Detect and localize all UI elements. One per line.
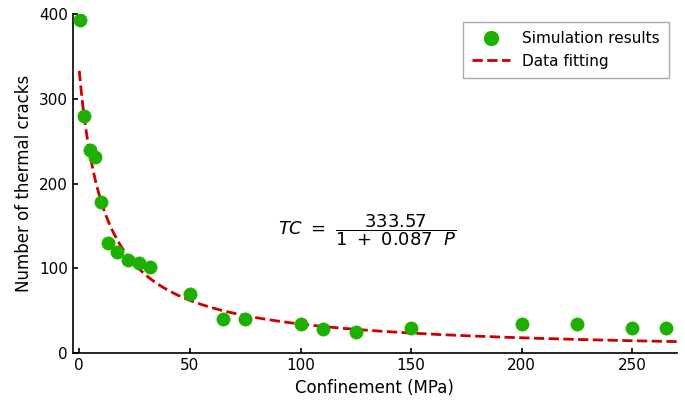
Point bbox=[123, 257, 134, 263]
Point bbox=[406, 324, 416, 331]
Point bbox=[184, 290, 195, 297]
Legend: Simulation results, Data fitting: Simulation results, Data fitting bbox=[462, 22, 669, 78]
Point bbox=[96, 199, 107, 206]
Point bbox=[89, 153, 100, 160]
Point bbox=[75, 17, 86, 24]
Point bbox=[134, 259, 145, 266]
Point bbox=[218, 316, 229, 323]
Point bbox=[103, 240, 114, 246]
Point bbox=[571, 320, 582, 327]
Y-axis label: Number of thermal cracks: Number of thermal cracks bbox=[15, 75, 33, 292]
Point bbox=[627, 324, 638, 331]
Point bbox=[112, 248, 123, 255]
Point bbox=[240, 316, 251, 323]
Point bbox=[78, 113, 89, 119]
Text: $\mathit{TC}\ =\ \dfrac{\mathrm{333.57}}{\mathrm{1\ +\ 0.087}\ \ \mathit{P}}$: $\mathit{TC}\ =\ \dfrac{\mathrm{333.57}}… bbox=[277, 213, 456, 248]
Point bbox=[85, 146, 96, 153]
Point bbox=[317, 326, 328, 333]
Point bbox=[295, 320, 306, 327]
Point bbox=[516, 320, 527, 327]
X-axis label: Confinement (MPa): Confinement (MPa) bbox=[295, 379, 454, 397]
Point bbox=[145, 263, 155, 270]
Point bbox=[660, 324, 671, 331]
Point bbox=[350, 329, 361, 335]
